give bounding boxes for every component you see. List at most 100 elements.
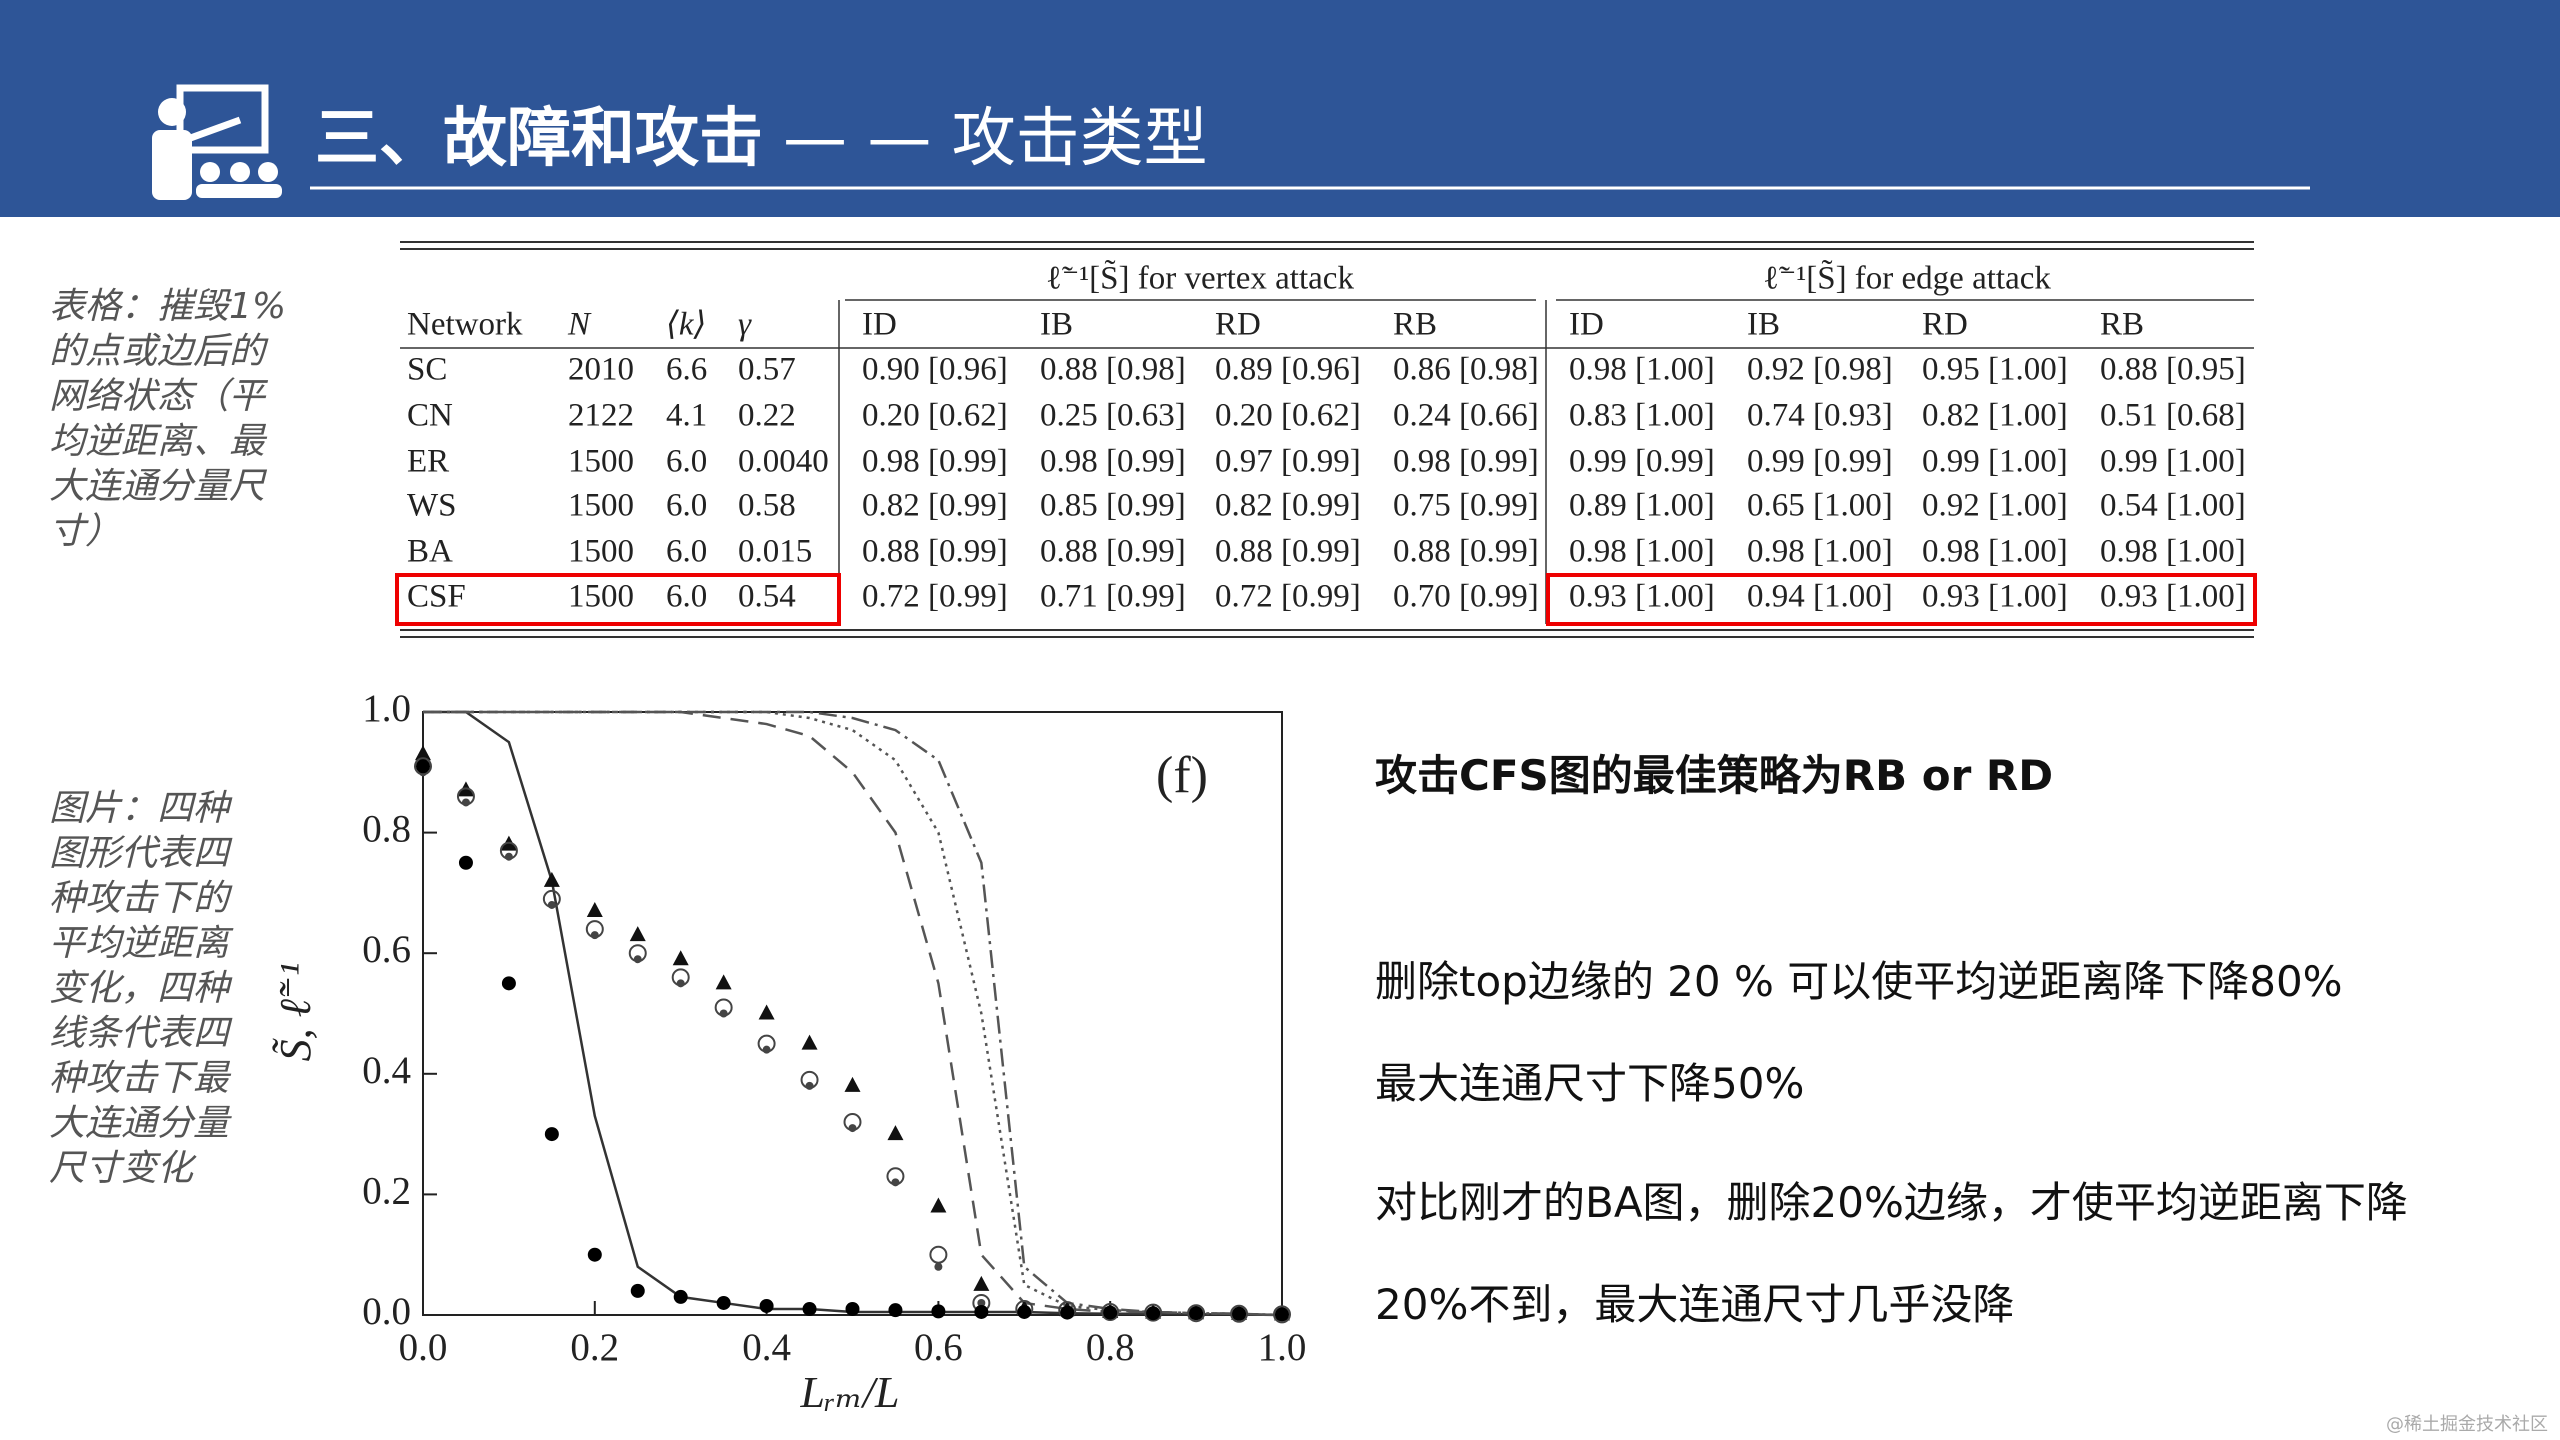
table-cell: 0.93 [1.00]: [1922, 579, 2068, 615]
marker: [1146, 1306, 1161, 1321]
table-cell: 0.86 [0.98]: [1393, 352, 1539, 388]
table-cell: 0.98 [1.00]: [1747, 534, 1893, 570]
column-header: N: [567, 307, 592, 343]
table-cell: 0.99 [1.00]: [2100, 444, 2246, 480]
table-cell: 0.98 [1.00]: [1922, 534, 2068, 570]
group-header: ℓ̃⁻¹[S̃] for edge attack: [1763, 258, 2051, 297]
marker: [547, 900, 556, 909]
table-cell: ER: [407, 444, 449, 480]
marker: [805, 1081, 814, 1090]
table-cell: 0.54 [1.00]: [2100, 488, 2246, 524]
table-cell: 0.82 [1.00]: [1922, 398, 2068, 434]
key-point: 攻击CFS图的最佳策略为RB or RD: [1375, 751, 2054, 800]
marker: [633, 955, 642, 964]
table-cell: 0.98 [1.00]: [1569, 534, 1715, 570]
marker: [461, 798, 470, 807]
y-tick-label: 0.4: [362, 1049, 411, 1092]
table-cell: 0.99 [0.99]: [1569, 444, 1715, 480]
table-cell: 0.94 [1.00]: [1747, 579, 1893, 615]
marker: [586, 901, 603, 917]
table-cell: 0.22: [738, 398, 796, 434]
x-tick-label: 1.0: [1258, 1326, 1307, 1369]
marker: [802, 1301, 817, 1316]
marker: [1189, 1306, 1204, 1321]
marker: [845, 1301, 860, 1316]
table-cell: WS: [407, 488, 457, 524]
marker: [716, 1295, 731, 1310]
table-cell: 0.71 [0.99]: [1040, 579, 1186, 615]
table-cell: 0.82 [0.99]: [1215, 488, 1361, 524]
marker: [501, 976, 516, 991]
marker: [719, 1009, 728, 1018]
table-cell: 0.74 [0.93]: [1747, 398, 1893, 434]
marker: [758, 1004, 775, 1020]
column-header: ID: [862, 307, 897, 343]
table-cell: 2010: [568, 352, 634, 388]
table-cell: 0.88 [0.98]: [1040, 352, 1186, 388]
y-tick-label: 1.0: [362, 687, 411, 730]
table-cell: 0.015: [738, 534, 812, 570]
table-cell: 1500: [568, 534, 634, 570]
table-cell: 0.0040: [738, 444, 829, 480]
table-cell: 0.88 [0.99]: [1393, 534, 1539, 570]
curve: [423, 710, 1283, 1317]
table-cell: 0.51 [0.68]: [2100, 398, 2246, 434]
table-cell: 2122: [568, 398, 634, 434]
table-cell: 0.99 [0.99]: [1747, 444, 1893, 480]
table-cell: 0.57: [738, 352, 796, 388]
panel-label: (f): [1156, 747, 1208, 804]
x-tick-label: 0.6: [914, 1326, 963, 1369]
table-cell: 0.58: [738, 488, 796, 524]
marker: [929, 1245, 948, 1264]
marker: [544, 1127, 559, 1142]
table-cell: 0.89 [0.96]: [1215, 352, 1361, 388]
column-header: Network: [407, 307, 523, 343]
marker: [587, 1247, 602, 1262]
table-cell: 0.98 [0.99]: [862, 444, 1008, 480]
marker: [931, 1304, 946, 1319]
table-cell: 0.72 [0.99]: [862, 579, 1008, 615]
marker: [1232, 1306, 1247, 1321]
table-cell: 0.72 [0.99]: [1215, 579, 1361, 615]
highlight-box: [395, 573, 841, 626]
table-cell: 0.92 [0.98]: [1747, 352, 1893, 388]
marker: [672, 950, 689, 966]
marker: [977, 1298, 986, 1307]
table-cell: 0.85 [0.99]: [1040, 488, 1186, 524]
marker: [934, 1262, 943, 1271]
y-tick-label: 0.0: [362, 1290, 411, 1333]
marker: [630, 1283, 645, 1298]
column-header: IB: [1040, 307, 1073, 343]
table-cell: 0.97 [0.99]: [1215, 444, 1361, 480]
y-tick-label: 0.2: [362, 1169, 411, 1212]
table-cell: 0.88 [0.99]: [1215, 534, 1361, 570]
table-cell: 0.98 [0.99]: [1040, 444, 1186, 480]
marker: [1275, 1307, 1289, 1322]
marker: [844, 1076, 861, 1092]
table-cell: 1500: [568, 444, 634, 480]
header-graphics: 三、故障和攻击 — — 攻击类型: [152, 84, 2310, 200]
marker: [759, 1298, 774, 1313]
column-header: ⟨k⟩: [666, 307, 706, 343]
table-cell: 0.82 [0.99]: [862, 488, 1008, 524]
y-axis-label: S̃, ℓ̃⁻¹: [271, 963, 320, 1062]
table-cell: 0.88 [0.99]: [1040, 534, 1186, 570]
y-tick-label: 0.8: [362, 808, 411, 851]
marker: [590, 931, 599, 940]
marker: [974, 1304, 989, 1319]
y-tick-label: 0.6: [362, 928, 411, 971]
column-header: RD: [1215, 307, 1261, 343]
table-cell: 0.93 [1.00]: [2100, 579, 2246, 615]
table-cell: 0.70 [0.99]: [1393, 579, 1539, 615]
marker: [762, 1045, 771, 1054]
marker: [458, 855, 473, 870]
table-cell: 0.75 [0.99]: [1393, 488, 1539, 524]
x-tick-label: 0.4: [742, 1326, 791, 1369]
table-cell: 4.1: [666, 398, 707, 434]
table-cell: 6.0: [666, 534, 707, 570]
column-header: γ: [738, 307, 752, 343]
table-cell: 0.54: [738, 579, 796, 615]
marker: [1144, 1303, 1163, 1322]
marker: [801, 1034, 818, 1050]
body-line: 对比刚才的BA图，删除20%边缘，才使平均逆距离下降20%不到，最大连通尺寸几乎…: [1375, 1178, 2408, 1329]
